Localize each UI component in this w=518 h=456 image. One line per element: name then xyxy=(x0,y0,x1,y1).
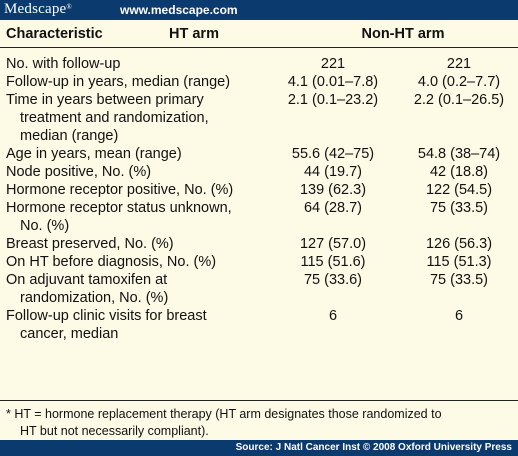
characteristic-label-line: On HT before diagnosis, No. (%) xyxy=(6,254,217,270)
ht-arm-cell: 127 (57.0) xyxy=(299,236,367,252)
ht-arm-cell: 2.1 (0.1–23.2) xyxy=(287,92,379,108)
non-ht-arm-cell: 75 (33.5) xyxy=(429,200,489,216)
non-ht-arm-cell: 126 (56.3) xyxy=(425,236,493,252)
characteristic-cell: No. with follow-up xyxy=(6,55,268,73)
ht-arm-cell: 75 (33.6) xyxy=(303,272,363,288)
characteristic-label-line: Hormone receptor positive, No. (%) xyxy=(6,182,234,198)
characteristic-cell: Hormone receptor positive, No. (%) xyxy=(6,181,268,199)
non-ht-arm-cell: 2.2 (0.1–26.5) xyxy=(413,92,505,108)
characteristic-label-line: Follow-up clinic visits for breast xyxy=(6,308,207,324)
source-credit: Source: J Natl Cancer Inst © 2008 Oxford… xyxy=(0,440,518,456)
footnote-line-2: HT but not necessarily compliant). xyxy=(20,424,209,438)
characteristic-cell: Age in years, mean (range) xyxy=(6,145,268,163)
characteristic-label-line: No. with follow-up xyxy=(6,56,121,72)
non-ht-arm-cell: 42 (18.8) xyxy=(429,164,489,180)
ht-arm-cell: 221 xyxy=(320,56,346,72)
characteristic-label-line: Age in years, mean (range) xyxy=(6,146,182,162)
ht-arm-cell: 4.1 (0.01–7.8) xyxy=(287,74,379,90)
registered-mark: ® xyxy=(66,3,72,11)
footnote: * HT = hormone replacement therapy (HT a… xyxy=(0,400,518,440)
characteristic-cell: On HT before diagnosis, No. (%) xyxy=(6,253,268,271)
ht-arm-cell: 115 (51.6) xyxy=(300,254,366,270)
characteristic-cell: Hormone receptor status unknown, No. (%) xyxy=(6,199,268,235)
non-ht-arm-cell: 4.0 (0.2–7.7) xyxy=(417,74,501,90)
ht-arm-cell: 6 xyxy=(328,308,338,324)
characteristic-label-line: On adjuvant tamoxifen at xyxy=(6,272,168,288)
medscape-banner: Medscape® www.medscape.com xyxy=(0,0,518,20)
footnote-line-1: * HT = hormone replacement therapy (HT a… xyxy=(6,407,442,421)
ht-arm-cell: 139 (62.3) xyxy=(299,182,367,198)
characteristic-cell: Node positive, No. (%) xyxy=(6,163,268,181)
characteristic-cell: Follow-up in years, median (range) xyxy=(6,73,268,91)
characteristic-cell: Time in years between primary treatment a… xyxy=(6,91,268,145)
non-ht-arm-cell: 221 xyxy=(446,56,472,72)
characteristic-label-line: randomization, No. (%) xyxy=(20,290,169,306)
ht-arm-cell: 64 (28.7) xyxy=(303,200,363,216)
medscape-logo[interactable]: Medscape® xyxy=(4,1,72,18)
column-header-ht-arm: HT arm xyxy=(169,26,219,42)
characteristic-cell: Follow-up clinic visits for breast cancer… xyxy=(6,307,268,343)
non-ht-arm-cell: 54.8 (38–74) xyxy=(417,146,501,162)
site-url-link[interactable]: www.medscape.com xyxy=(120,3,238,17)
characteristic-label-line: Follow-up in years, median (range) xyxy=(6,74,231,90)
characteristic-cell: Breast preserved, No. (%) xyxy=(6,235,268,253)
characteristic-label-line: No. (%) xyxy=(20,218,70,234)
characteristic-label-line: median (range) xyxy=(20,128,119,144)
non-ht-arm-cell: 122 (54.5) xyxy=(425,182,493,198)
non-ht-arm-cell: 6 xyxy=(454,308,464,324)
characteristic-label-line: treatment and randomization, xyxy=(20,110,209,126)
characteristic-label-line: Node positive, No. (%) xyxy=(6,164,152,180)
non-ht-arm-cell: 75 (33.5) xyxy=(429,272,489,288)
ht-arm-cell: 55.6 (42–75) xyxy=(291,146,375,162)
column-header-non-ht-arm: Non-HT arm xyxy=(361,26,445,42)
characteristic-label-line: Hormone receptor status unknown, xyxy=(6,200,232,216)
column-header-characteristic: Characteristic xyxy=(6,26,103,42)
ht-arm-cell: 44 (19.7) xyxy=(303,164,363,180)
characteristic-label-line: cancer, median xyxy=(20,326,119,342)
non-ht-arm-cell: 115 (51.3) xyxy=(426,254,492,270)
characteristic-label-line: Breast preserved, No. (%) xyxy=(6,236,174,252)
table-header-row: Characteristic HT arm Non-HT arm xyxy=(0,20,518,48)
characteristic-cell: On adjuvant tamoxifen at randomization, N… xyxy=(6,271,268,307)
characteristic-label-line: Time in years between primary xyxy=(6,92,204,108)
logo-text: Medscape xyxy=(4,1,67,17)
